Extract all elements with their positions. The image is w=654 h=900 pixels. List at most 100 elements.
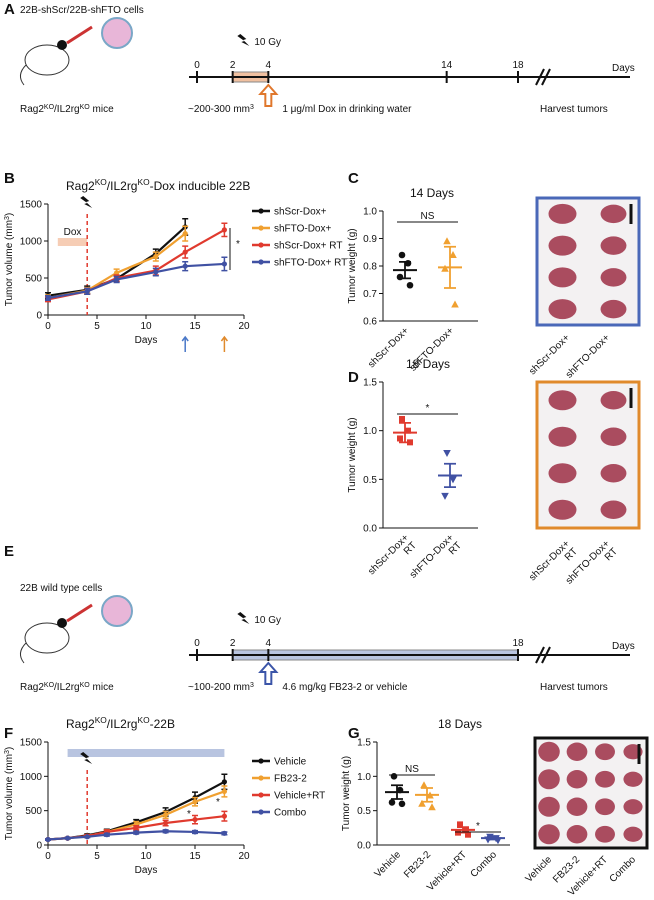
volume-label-part: ~100-200 mm: [188, 682, 250, 693]
harvest-label: Harvest tumors: [540, 104, 608, 115]
tumor-photo: [538, 741, 560, 762]
tumor-photo: [600, 204, 627, 224]
x-tick-label: 20: [238, 321, 250, 332]
y-axis-label-part: ): [4, 747, 15, 750]
data-point: [420, 781, 428, 789]
syringe-icon: [66, 25, 93, 45]
mouse-icon: [24, 622, 70, 654]
chart-title-part: Rag2: [66, 717, 95, 731]
photo-label: Vehicle: [524, 854, 555, 885]
volume-label-part: ~200-300 mm: [188, 104, 250, 115]
time-arrow: [220, 335, 228, 352]
tumor-photo: [600, 500, 627, 519]
data-point: [192, 799, 198, 805]
y-tick-label: 0.8: [363, 262, 377, 273]
mouse-icon: [20, 64, 27, 86]
legend-label: shFTO-Dox+ RT: [274, 258, 347, 269]
data-point: [114, 270, 120, 276]
data-point: [192, 829, 198, 835]
data-point: [221, 261, 227, 267]
tumor-photo: [595, 798, 615, 816]
tumor-photo: [548, 499, 577, 520]
mice-label-part: Rag2: [20, 104, 44, 115]
y-tick-label: 0: [36, 841, 42, 852]
volume-label: ~100-200 mm3: [188, 682, 254, 694]
data-point: [84, 834, 90, 840]
tumor-photo: [566, 825, 588, 844]
error-bar: [444, 245, 456, 289]
legend-label: shFTO-Dox+: [274, 224, 331, 235]
tumor-photo: [566, 742, 588, 761]
mice-label-part: mice: [90, 682, 114, 693]
significance-label: *: [216, 797, 220, 808]
data-point: [221, 227, 227, 233]
mice-label-part: KO: [80, 682, 91, 689]
axis-break: [535, 68, 545, 86]
chart-title-part: /IL2rg: [107, 179, 138, 193]
data-point: [221, 788, 227, 795]
tumor-photo: [548, 463, 577, 484]
x-tick-label: 20: [238, 851, 250, 862]
data-point: [84, 288, 90, 294]
tumor-photo: [548, 426, 577, 447]
legend-swatch: [258, 775, 264, 781]
series-line: [47, 262, 225, 300]
syringe-icon: [66, 603, 93, 623]
axis-break: [541, 646, 551, 664]
x-tick-label: 5: [94, 321, 100, 332]
tumor-photo: [566, 797, 588, 816]
data-point: [396, 273, 404, 281]
mice-label-part: KO: [80, 104, 91, 111]
lightning-icon: [237, 34, 250, 46]
mouse-icon: [57, 618, 67, 628]
legend-swatch: [258, 758, 264, 764]
data-point: [163, 812, 169, 818]
tumor-photo: [600, 464, 627, 483]
significance-label: *: [476, 821, 480, 832]
significance-label: *: [187, 809, 191, 820]
data-point: [221, 779, 227, 785]
time-arrow: [181, 335, 189, 352]
tumor-photo: [595, 770, 615, 788]
data-point: [182, 249, 188, 255]
chart-title: Rag2KO/IL2rgKO-22B: [66, 715, 175, 731]
tumor-photo: [538, 796, 560, 817]
x-tick-label: FB23-2: [402, 849, 433, 880]
mice-label: Rag2KO/IL2rgKO mice: [20, 682, 114, 694]
significance-label: NS: [405, 764, 419, 775]
error-bar: [487, 835, 499, 841]
chart-title-part: -Dox inducible 22B: [150, 179, 251, 193]
tumor-photo: [600, 299, 627, 319]
error-bar: [421, 787, 433, 803]
mice-label-part: /IL2rg: [54, 682, 80, 693]
y-axis-label: Tumor weight (g): [347, 417, 358, 492]
chart-title-part: -22B: [150, 717, 175, 731]
harvest-label: Harvest tumors: [540, 682, 608, 693]
legend-label: FB23-2: [274, 774, 307, 785]
panel-label: G: [348, 725, 360, 742]
panel-label: B: [4, 170, 15, 187]
y-tick-label: 1.5: [363, 378, 377, 389]
mouse-icon: [24, 44, 70, 76]
tumor-photo: [600, 427, 627, 446]
mouse-icon: [57, 40, 67, 50]
y-axis-label: Tumor weight (g): [341, 756, 352, 831]
timeline-tick-label: 0: [194, 638, 200, 649]
dose-label: 10 Gy: [254, 37, 281, 48]
volume-label-part: 3: [250, 682, 254, 689]
data-point: [428, 803, 436, 811]
data-point: [441, 492, 449, 500]
data-point: [443, 237, 451, 245]
data-point: [449, 251, 457, 258]
legend-swatch: [258, 242, 264, 248]
significance-label: *: [236, 239, 240, 250]
panel-label: E: [4, 543, 14, 560]
treatment-arrow: [258, 83, 279, 107]
error-bar: [399, 260, 411, 280]
y-axis-label-part: Tumor volume (mm: [4, 220, 15, 306]
chart-title: 14 Days: [410, 186, 454, 200]
data-point: [398, 800, 406, 808]
unit-label: Days: [612, 641, 635, 652]
y-tick-label: 0.7: [363, 289, 377, 300]
data-point: [153, 253, 159, 260]
